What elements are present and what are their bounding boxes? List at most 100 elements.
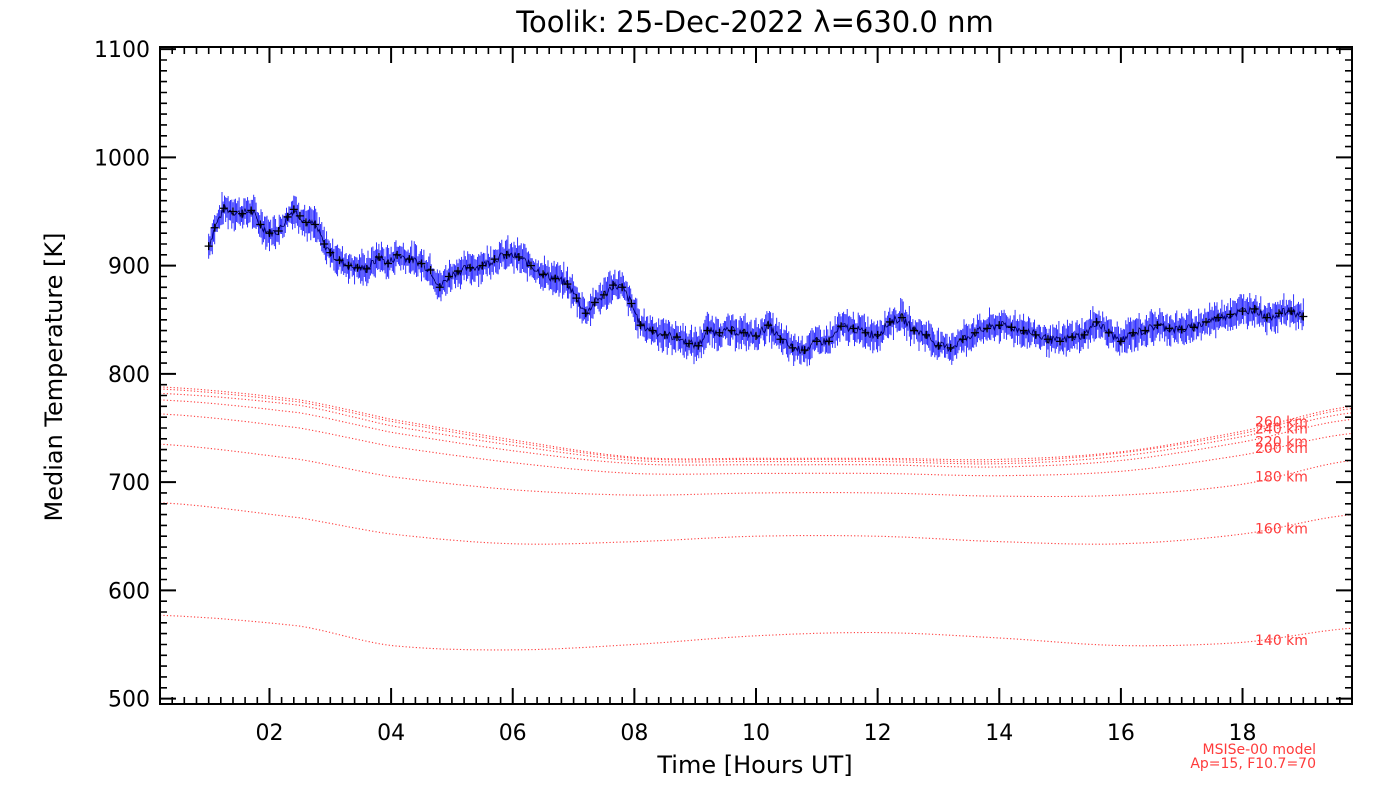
observed-point xyxy=(897,313,906,322)
model-curve-7 xyxy=(159,386,1353,461)
error-bars-group xyxy=(208,192,1304,367)
observed-point xyxy=(812,337,821,346)
observed-point xyxy=(776,335,785,344)
x-tick-label: 08 xyxy=(620,721,648,746)
model-note-line-1: MSISe-00 model xyxy=(1202,742,1316,758)
observed-point xyxy=(1019,326,1028,335)
observed-point xyxy=(1007,323,1016,332)
observed-point xyxy=(685,339,694,348)
model-curve-label-0: 140 km xyxy=(1255,633,1308,649)
observed-point xyxy=(1177,325,1186,334)
observed-point xyxy=(228,207,237,216)
model-curve-2 xyxy=(159,443,1353,498)
observed-point xyxy=(885,317,894,326)
observed-point xyxy=(958,335,967,344)
observed-point xyxy=(694,341,703,350)
observed-point xyxy=(1104,328,1113,337)
observed-point xyxy=(627,299,636,308)
model-curve-6 xyxy=(159,388,1353,463)
observed-point xyxy=(910,326,919,335)
observed-point xyxy=(384,259,393,268)
observed-point xyxy=(514,252,523,261)
model-curve-5 xyxy=(159,392,1353,465)
observed-point xyxy=(1129,328,1138,337)
observed-point xyxy=(490,255,499,264)
y-tick-label: 500 xyxy=(108,688,150,713)
observed-point xyxy=(362,264,371,273)
minor-ticks xyxy=(159,47,1353,704)
model-curve-3 xyxy=(159,413,1353,477)
observed-point xyxy=(800,346,809,355)
observed-point xyxy=(502,250,511,259)
observed-point xyxy=(478,261,487,270)
observed-point xyxy=(210,223,219,232)
x-tick-label: 02 xyxy=(256,721,284,746)
observed-point xyxy=(946,343,955,352)
model-curve-label-4: 220 km xyxy=(1255,435,1308,451)
observed-point xyxy=(618,283,627,292)
observed-point xyxy=(660,330,669,339)
observed-point xyxy=(265,229,274,238)
observed-point xyxy=(301,218,310,227)
observed-point xyxy=(599,290,608,299)
x-tick-label: 12 xyxy=(864,721,892,746)
observed-point xyxy=(435,283,444,292)
observed-point xyxy=(551,274,560,283)
y-tick-label: 1000 xyxy=(94,146,150,171)
observed-point xyxy=(526,261,535,270)
model-curve-label-3: 200 km xyxy=(1255,441,1308,457)
x-tick-label: 16 xyxy=(1107,721,1135,746)
observed-point xyxy=(861,328,870,337)
observed-point xyxy=(1068,333,1077,342)
observed-point xyxy=(1141,326,1150,335)
observed-point xyxy=(1031,330,1040,339)
observed-point xyxy=(739,328,748,337)
observed-point xyxy=(1043,335,1052,344)
observed-point xyxy=(648,326,657,335)
observed-point xyxy=(374,252,383,261)
observed-point xyxy=(581,309,590,318)
observed-point xyxy=(283,212,292,221)
observed-point xyxy=(353,263,362,272)
observed-point xyxy=(1202,317,1211,326)
observed-point xyxy=(703,326,712,335)
observed-point xyxy=(609,281,618,290)
observed-point xyxy=(764,321,773,330)
observed-point xyxy=(1238,307,1247,316)
y-tick-label: 800 xyxy=(108,363,150,388)
observed-point xyxy=(752,331,760,340)
observed-point xyxy=(873,330,882,339)
x-tick-label: 10 xyxy=(742,721,770,746)
observed-point xyxy=(849,324,858,333)
x-axis-label: Time [Hours UT] xyxy=(656,751,852,779)
observed-point xyxy=(1153,321,1162,330)
observed-point xyxy=(289,205,298,214)
model-curve-4 xyxy=(159,399,1353,468)
observed-point xyxy=(824,337,833,346)
y-tick-label: 1100 xyxy=(94,38,150,63)
observed-point xyxy=(466,263,475,272)
x-tick-label: 14 xyxy=(985,721,1013,746)
observed-point xyxy=(454,267,462,276)
observed-point xyxy=(426,265,435,274)
y-tick-label: 900 xyxy=(108,255,150,280)
x-tick-label: 04 xyxy=(377,721,405,746)
model-curve-0 xyxy=(159,614,1353,651)
observed-series-group xyxy=(204,204,1308,355)
model-curve-label-5: 240 km xyxy=(1255,422,1308,438)
observed-point xyxy=(590,298,599,307)
observed-point xyxy=(256,220,265,229)
observed-point xyxy=(788,343,797,352)
observed-point xyxy=(444,272,453,281)
observed-point xyxy=(204,242,213,251)
observed-point xyxy=(934,341,943,350)
model-curve-label-1: 160 km xyxy=(1255,522,1308,538)
observed-point xyxy=(295,211,304,220)
observed-point xyxy=(672,333,681,342)
observed-point xyxy=(274,227,283,236)
observed-point xyxy=(727,326,736,335)
model-curve-1 xyxy=(159,502,1353,545)
observed-point xyxy=(1116,337,1125,346)
